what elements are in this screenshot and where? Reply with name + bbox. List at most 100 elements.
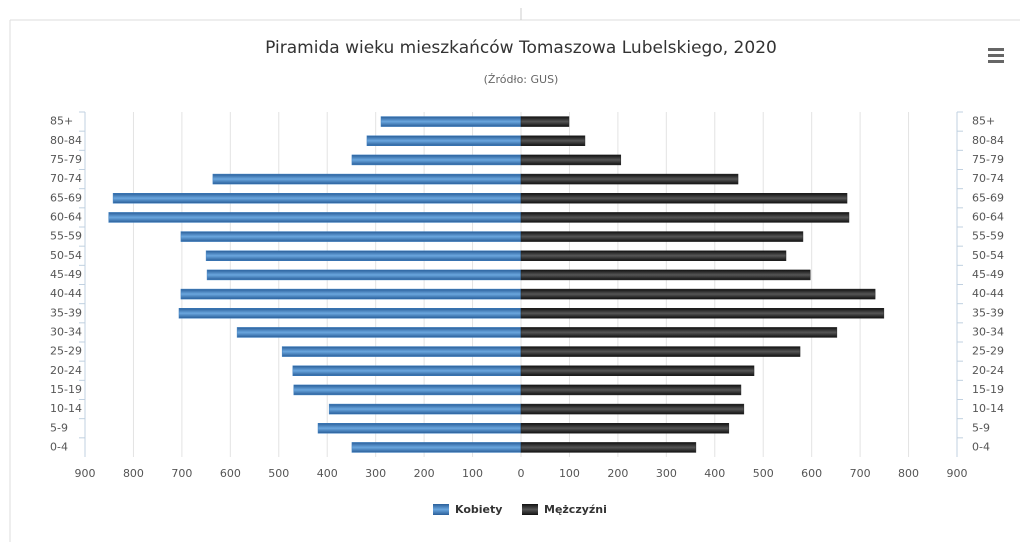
menu-bar[interactable] [988, 60, 1004, 63]
x-tick-label: 900 [947, 467, 968, 480]
bar [206, 269, 522, 281]
legend-swatch [433, 504, 449, 515]
bar [520, 231, 804, 242]
legend-label: Mężczyźni [544, 503, 607, 516]
category-label: 25-29 [50, 345, 82, 358]
bar [520, 346, 801, 357]
category-label: 60-64 [50, 210, 82, 223]
menu-button[interactable] [988, 48, 1004, 63]
bar [293, 384, 522, 396]
category-label: 25-29 [972, 345, 1004, 358]
bar [351, 154, 522, 166]
x-tick-label: 800 [123, 467, 144, 480]
bar [380, 116, 522, 127]
category-label: 65-69 [972, 191, 1004, 204]
bar [212, 173, 522, 185]
category-label: 30-34 [50, 325, 82, 338]
category-label: 10-14 [972, 402, 1004, 415]
x-tick-label: 0 [518, 467, 525, 480]
category-label: 60-64 [972, 210, 1004, 223]
category-label: 50-54 [972, 249, 1004, 262]
bar [520, 116, 570, 127]
bar [520, 365, 755, 376]
category-label: 0-4 [50, 440, 68, 453]
bar [520, 212, 850, 223]
category-label: 20-24 [972, 364, 1004, 377]
category-label: 40-44 [50, 287, 82, 300]
category-label: 5-9 [972, 421, 990, 434]
bar [317, 423, 522, 434]
bar [520, 327, 838, 338]
x-tick-label: 500 [268, 467, 289, 480]
category-label: 55-59 [972, 230, 1004, 243]
x-tick-label: 100 [462, 467, 483, 480]
x-tick-label: 100 [559, 467, 580, 480]
category-label: 80-84 [50, 134, 82, 147]
category-label: 80-84 [972, 134, 1004, 147]
x-tick-label: 600 [220, 467, 241, 480]
x-tick-label: 600 [801, 467, 822, 480]
x-tick-label: 700 [850, 467, 871, 480]
bar [366, 135, 522, 146]
bar [520, 250, 787, 261]
x-tick-label: 700 [171, 467, 192, 480]
bar [205, 250, 522, 261]
category-label: 30-34 [972, 325, 1004, 338]
category-label: 45-49 [972, 268, 1004, 281]
x-tick-label: 500 [753, 467, 774, 480]
bar [520, 269, 811, 281]
bar [520, 173, 739, 185]
category-label: 85+ [50, 115, 73, 128]
x-tick-label: 200 [607, 467, 628, 480]
bar [281, 346, 522, 357]
x-tick-label: 400 [704, 467, 725, 480]
x-tick-label: 300 [365, 467, 386, 480]
category-label: 75-79 [972, 153, 1004, 166]
bar [292, 365, 522, 376]
bar [520, 308, 885, 319]
bar [178, 308, 522, 319]
category-label: 65-69 [50, 191, 82, 204]
category-label: 40-44 [972, 287, 1004, 300]
chart-subtitle: (Źródło: GUS) [484, 73, 559, 86]
x-tick-label: 800 [898, 467, 919, 480]
chart-title: Piramida wieku mieszkańców Tomaszowa Lub… [265, 38, 777, 58]
category-label: 85+ [972, 115, 995, 128]
bar [520, 442, 697, 453]
bar [520, 423, 730, 434]
category-label: 35-39 [972, 306, 1004, 319]
category-label: 70-74 [972, 172, 1004, 185]
category-label: 20-24 [50, 364, 82, 377]
bar [520, 135, 586, 146]
category-label: 15-19 [50, 383, 82, 396]
category-label: 70-74 [50, 172, 82, 185]
bar [108, 212, 522, 223]
category-label: 35-39 [50, 306, 82, 319]
bar [328, 403, 522, 415]
category-label: 50-54 [50, 249, 82, 262]
bar [520, 154, 622, 166]
category-label: 10-14 [50, 402, 82, 415]
bar [351, 442, 522, 453]
category-label: 0-4 [972, 440, 990, 453]
bar [520, 288, 876, 300]
x-tick-label: 900 [75, 467, 96, 480]
category-label: 75-79 [50, 153, 82, 166]
bar [180, 231, 522, 242]
legend-swatch [522, 504, 538, 515]
menu-bar[interactable] [988, 54, 1004, 57]
bar [520, 384, 742, 396]
bar [112, 193, 522, 204]
x-tick-label: 400 [317, 467, 338, 480]
bar [520, 403, 745, 415]
category-label: 55-59 [50, 230, 82, 243]
x-tick-label: 200 [414, 467, 435, 480]
menu-bar[interactable] [988, 48, 1004, 51]
category-label: 5-9 [50, 421, 68, 434]
bar [180, 288, 522, 300]
bar [236, 327, 522, 338]
category-label: 45-49 [50, 268, 82, 281]
category-label: 15-19 [972, 383, 1004, 396]
x-tick-label: 300 [656, 467, 677, 480]
